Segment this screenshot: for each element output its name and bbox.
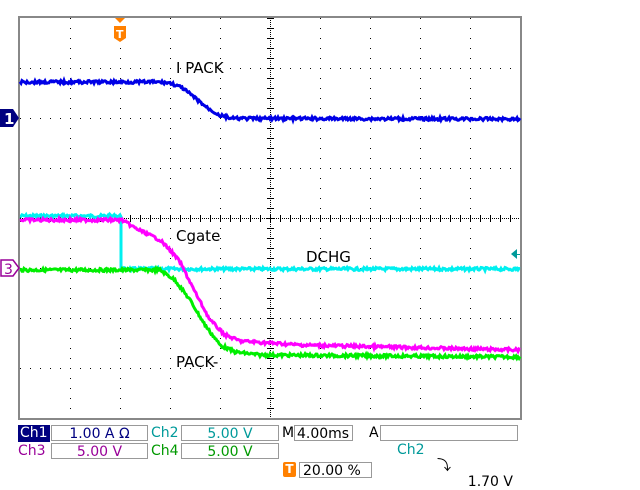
trigger-position-marker (114, 26, 126, 42)
graticule (20, 18, 521, 419)
ch2-tag[interactable]: Ch2 (151, 425, 179, 441)
ch3-marker-label: 3 (4, 262, 13, 278)
ch4-tag[interactable]: Ch4 (151, 443, 179, 459)
trace-pack- (19, 264, 522, 362)
scope-display: 1 3 T (0, 16, 522, 420)
trigger-arrow-icon (115, 18, 125, 23)
timebase-label: M (282, 425, 295, 441)
trigger-level-marker (511, 249, 517, 259)
label-cgate: Cgate (176, 227, 221, 245)
timebase-value[interactable]: 4.00ms (294, 425, 353, 442)
label-ipack: I PACK (176, 59, 224, 77)
trigger-position-value[interactable]: 20.00 % (299, 462, 372, 479)
graticule-border (18, 16, 522, 420)
trigger-label: A (369, 425, 379, 441)
trigger-source: Ch2 (397, 442, 425, 458)
ch3-ground-marker (0, 259, 20, 277)
ch4-scale[interactable]: 5.00 V (181, 443, 279, 460)
ch3-tag[interactable]: Ch3 (18, 443, 46, 459)
trigger-setting[interactable]: Ch2 ⤵ 1.70 V (380, 425, 518, 490)
trigger-position-icon: T (283, 462, 296, 477)
trace-i-pack (18, 76, 522, 125)
ch1-scale[interactable]: 1.00 A Ω (51, 425, 148, 442)
trigger-level: 1.70 V (467, 474, 513, 490)
trigger-marker-label: T (116, 28, 124, 41)
ch1-tag[interactable]: Ch1 (18, 425, 50, 442)
trigger-level-tick (516, 254, 520, 255)
label-pack: PACK- (176, 353, 219, 371)
ch1-ground-marker (0, 109, 19, 127)
falling-edge-icon: ⤵ (437, 458, 451, 474)
trace-dchg (19, 211, 521, 275)
ch1-marker-label: 1 (4, 110, 14, 128)
trace-cgate (19, 214, 521, 355)
label-dchg: DCHG (306, 248, 351, 266)
ch2-scale[interactable]: 5.00 V (181, 425, 279, 442)
ch3-scale[interactable]: 5.00 V (51, 443, 148, 460)
